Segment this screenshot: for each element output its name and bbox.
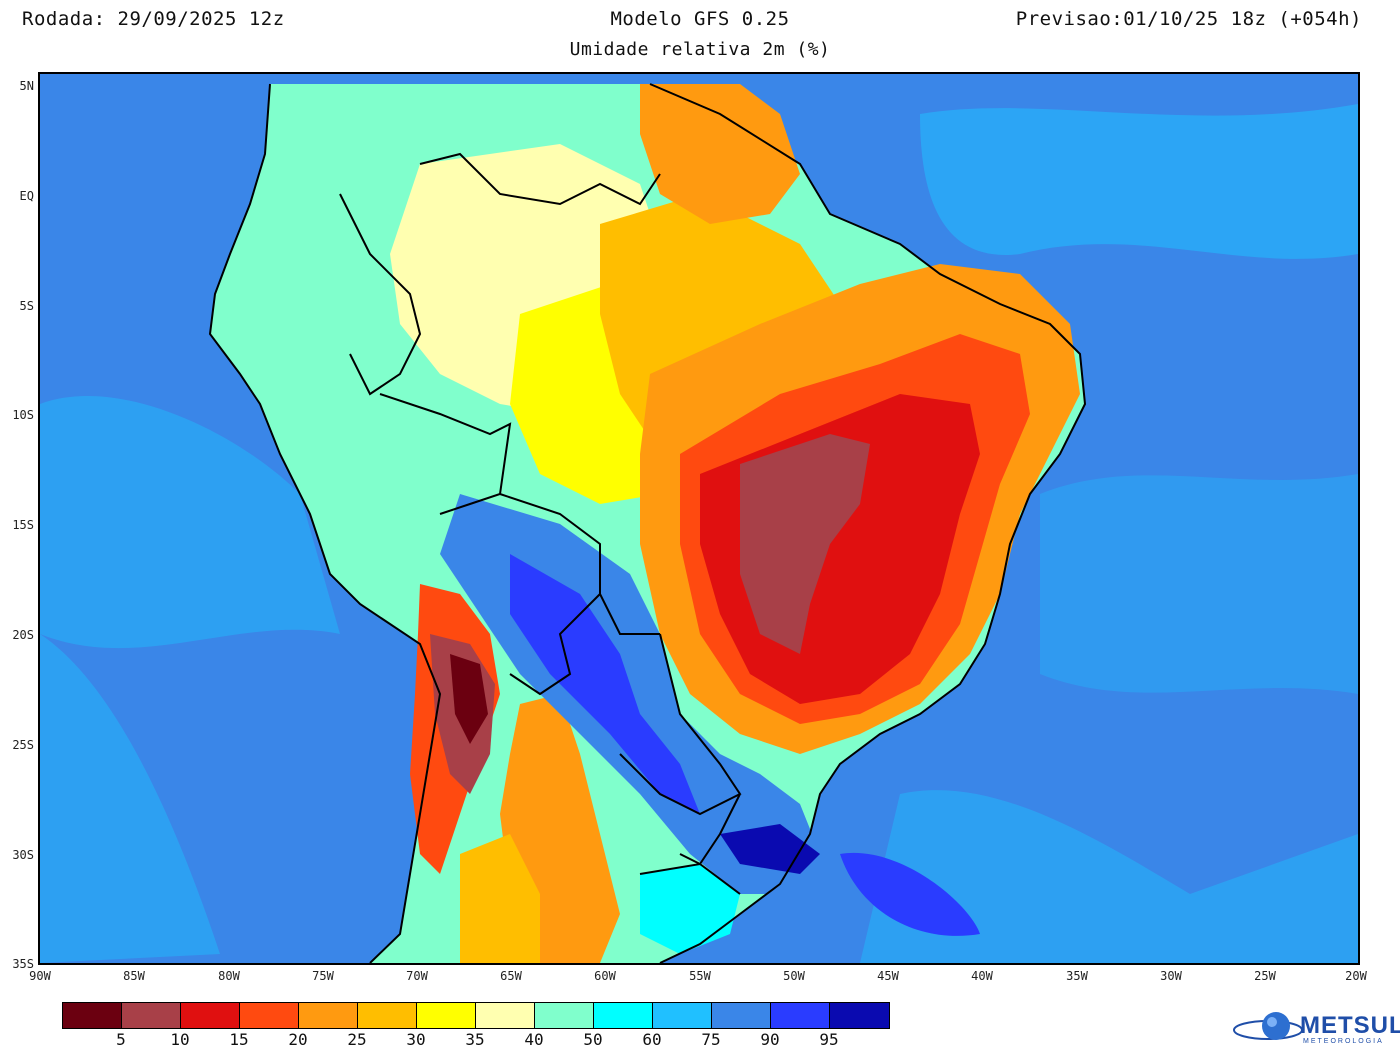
run-time-label: Rodada: 29/09/2025 12z — [22, 8, 285, 30]
ocean-band — [40, 634, 220, 963]
lon-label: 90W — [29, 969, 51, 983]
lon-label: 40W — [971, 969, 993, 983]
colorbar-tick-label: 35 — [465, 1030, 485, 1049]
colorbar-tick-label: 20 — [288, 1030, 308, 1049]
colorbar-swatch — [122, 1003, 181, 1028]
colorbar-swatch — [830, 1003, 889, 1028]
colorbar-swatch — [476, 1003, 535, 1028]
region-95pct — [510, 554, 700, 814]
logo-name: METSUL — [1300, 1012, 1400, 1039]
colorbar-tick-label: 90 — [760, 1030, 780, 1049]
colorbar-swatch — [417, 1003, 476, 1028]
colorbar-tick-label: 15 — [229, 1030, 249, 1049]
lon-label: 75W — [312, 969, 334, 983]
colorbar-swatch — [299, 1003, 358, 1028]
lon-label: 50W — [783, 969, 805, 983]
colorbar-swatch — [594, 1003, 653, 1028]
colorbar-tick-label: 60 — [642, 1030, 662, 1049]
country-borders — [339, 152, 742, 895]
region-10pct — [740, 434, 870, 654]
forecast-valid-time: Previsao:01/10/25 18z (+054h) — [1015, 8, 1362, 30]
ocean-band — [860, 790, 1358, 963]
colorbar-tick-label: 40 — [524, 1030, 544, 1049]
region-30pct-argentina — [460, 834, 540, 963]
colorbar-tick-label: 30 — [406, 1030, 426, 1049]
map-canvas — [40, 74, 1358, 963]
humidity-map — [38, 72, 1360, 965]
model-title: Modelo GFS 0.25 — [610, 8, 790, 30]
colorbar-swatch — [712, 1003, 771, 1028]
region-25pct-north — [640, 84, 800, 224]
lon-label: 80W — [218, 969, 240, 983]
lon-label: 70W — [406, 969, 428, 983]
coastline — [208, 83, 1087, 963]
colorbar-tick-label: 10 — [170, 1030, 190, 1049]
colorbar-tick-label: 25 — [347, 1030, 367, 1049]
ocean-band — [840, 852, 980, 936]
logo-subtitle: METEOROLOGIA — [1303, 1038, 1384, 1045]
colorbar-swatch — [535, 1003, 594, 1028]
region-95pct-south — [720, 824, 820, 874]
lon-label: 60W — [594, 969, 616, 983]
colorbar — [62, 1002, 890, 1029]
lon-label: 45W — [877, 969, 899, 983]
lat-label: 5S — [19, 299, 34, 313]
lon-label: 65W — [500, 969, 522, 983]
colorbar-swatch — [653, 1003, 712, 1028]
colorbar-tick-label: 75 — [701, 1030, 721, 1049]
colorbar-tick-label: 95 — [819, 1030, 839, 1049]
ocean-band — [920, 104, 1358, 259]
lat-label: EQ — [19, 189, 34, 203]
colorbar-swatch — [181, 1003, 240, 1028]
lat-label: 10S — [12, 408, 34, 422]
lon-label: 20W — [1345, 969, 1367, 983]
ocean-band — [1040, 474, 1358, 694]
metsul-globe-icon — [1233, 1012, 1303, 1040]
lon-label: 85W — [123, 969, 145, 983]
colorbar-tick-label: 50 — [583, 1030, 603, 1049]
lon-label: 35W — [1066, 969, 1088, 983]
colorbar-swatch — [240, 1003, 299, 1028]
colorbar-swatch — [358, 1003, 417, 1028]
field-subtitle: Umidade relativa 2m (%) — [569, 39, 831, 60]
ocean-band — [40, 396, 340, 649]
lon-label: 55W — [689, 969, 711, 983]
lon-label: 30W — [1160, 969, 1182, 983]
colorbar-tick-label: 5 — [116, 1030, 126, 1049]
lat-label: 30S — [12, 848, 34, 862]
lon-label: 25W — [1254, 969, 1276, 983]
lat-label: 35S — [12, 957, 34, 971]
colorbar-swatch — [63, 1003, 122, 1028]
lat-label: 20S — [12, 628, 34, 642]
lat-label: 5N — [19, 79, 34, 93]
colorbar-swatch — [771, 1003, 830, 1028]
lat-label: 15S — [12, 518, 34, 532]
region-5pct-andes — [450, 654, 488, 744]
lat-label: 25S — [12, 738, 34, 752]
region-60pct — [640, 864, 740, 954]
